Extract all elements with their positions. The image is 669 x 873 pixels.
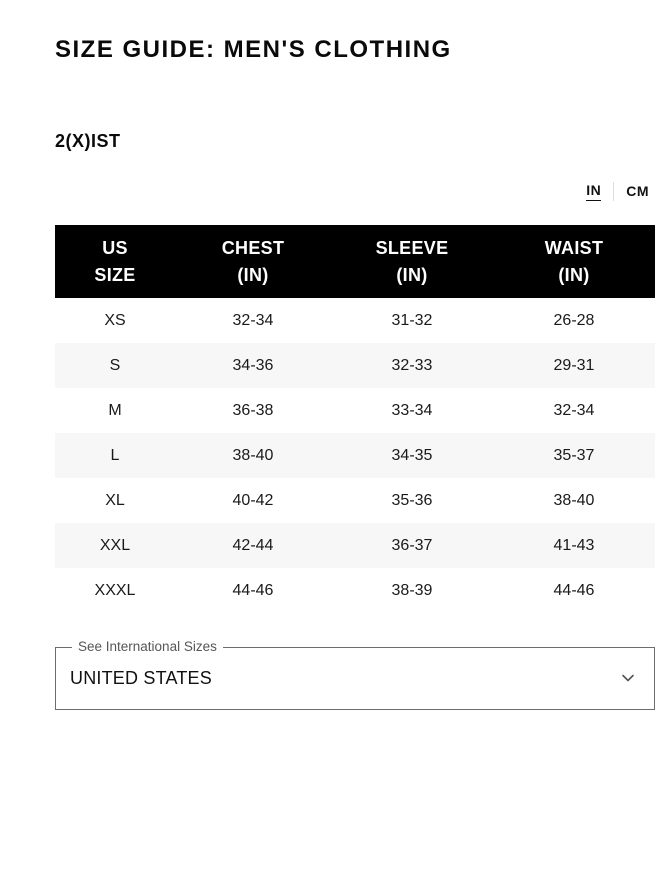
header-line: SLEEVE xyxy=(375,237,449,258)
unit-in-button[interactable]: IN xyxy=(586,182,602,201)
sleeve-cell: 38-39 xyxy=(391,581,433,599)
chevron-down-icon xyxy=(622,674,634,682)
chest-cell: 44-46 xyxy=(232,581,274,599)
header-line: (IN) xyxy=(558,264,590,285)
size-cell: XXL xyxy=(99,536,131,554)
waist-cell: 26-28 xyxy=(553,311,595,329)
waist-cell: 44-46 xyxy=(553,581,595,599)
international-sizes-fieldset: See International Sizes UNITED STATES xyxy=(55,639,655,710)
chest-cell: 42-44 xyxy=(232,536,274,554)
table-header-row: US SIZE CHEST (IN) SLEEVE (IN) WAIST (IN… xyxy=(55,225,655,298)
size-cell: M xyxy=(108,401,122,419)
sleeve-cell: 33-34 xyxy=(391,401,433,419)
table-row: S 34-36 32-33 29-31 xyxy=(55,343,655,388)
header-line: CHEST xyxy=(221,237,285,258)
table-row: XXL 42-44 36-37 41-43 xyxy=(55,523,655,568)
column-header-us-size: US SIZE xyxy=(55,225,175,298)
page-title: SIZE GUIDE: MEN'S CLOTHING xyxy=(55,36,452,63)
sleeve-cell: 31-32 xyxy=(391,311,433,329)
size-cell: L xyxy=(110,446,120,464)
unit-cm-button[interactable]: CM xyxy=(626,182,649,199)
international-sizes-label: See International Sizes xyxy=(78,639,217,654)
country-select[interactable]: UNITED STATES xyxy=(70,655,640,701)
chest-cell: 38-40 xyxy=(232,446,274,464)
column-header-chest: CHEST (IN) xyxy=(175,225,331,298)
size-cell: XS xyxy=(104,311,126,329)
header-line: (IN) xyxy=(237,264,269,285)
waist-cell: 32-34 xyxy=(553,401,595,419)
table-row: L 38-40 34-35 35-37 xyxy=(55,433,655,478)
size-cell: XL xyxy=(105,491,125,509)
header-line: US xyxy=(102,237,128,258)
chest-cell: 40-42 xyxy=(232,491,274,509)
header-line: WAIST xyxy=(544,237,604,258)
chest-cell: 34-36 xyxy=(232,356,274,374)
country-select-value: UNITED STATES xyxy=(70,667,212,688)
sleeve-cell: 34-35 xyxy=(391,446,433,464)
waist-cell: 38-40 xyxy=(553,491,595,509)
size-guide-page: SIZE GUIDE: MEN'S CLOTHING 2(X)IST IN CM… xyxy=(55,0,655,710)
waist-cell: 35-37 xyxy=(553,446,595,464)
size-table: US SIZE CHEST (IN) SLEEVE (IN) WAIST (IN… xyxy=(55,225,655,613)
header-line: SIZE xyxy=(94,264,136,285)
waist-cell: 41-43 xyxy=(553,536,595,554)
sleeve-cell: 32-33 xyxy=(391,356,433,374)
table-row: XXXL 44-46 38-39 44-46 xyxy=(55,568,655,613)
sleeve-cell: 36-37 xyxy=(391,536,433,554)
column-header-waist: WAIST (IN) xyxy=(493,225,655,298)
size-cell: XXXL xyxy=(94,581,136,599)
table-row: M 36-38 33-34 32-34 xyxy=(55,388,655,433)
sleeve-cell: 35-36 xyxy=(391,491,433,509)
size-cell: S xyxy=(109,356,121,374)
column-header-sleeve: SLEEVE (IN) xyxy=(331,225,493,298)
header-line: (IN) xyxy=(396,264,428,285)
table-row: XL 40-42 35-36 38-40 xyxy=(55,478,655,523)
unit-toggle-divider xyxy=(613,182,615,201)
chest-cell: 32-34 xyxy=(232,311,274,329)
brand-name: 2(X)IST xyxy=(55,131,121,151)
waist-cell: 29-31 xyxy=(553,356,595,374)
table-row: XS 32-34 31-32 26-28 xyxy=(55,298,655,343)
chest-cell: 36-38 xyxy=(232,401,274,419)
unit-toggle: IN CM xyxy=(55,182,655,201)
